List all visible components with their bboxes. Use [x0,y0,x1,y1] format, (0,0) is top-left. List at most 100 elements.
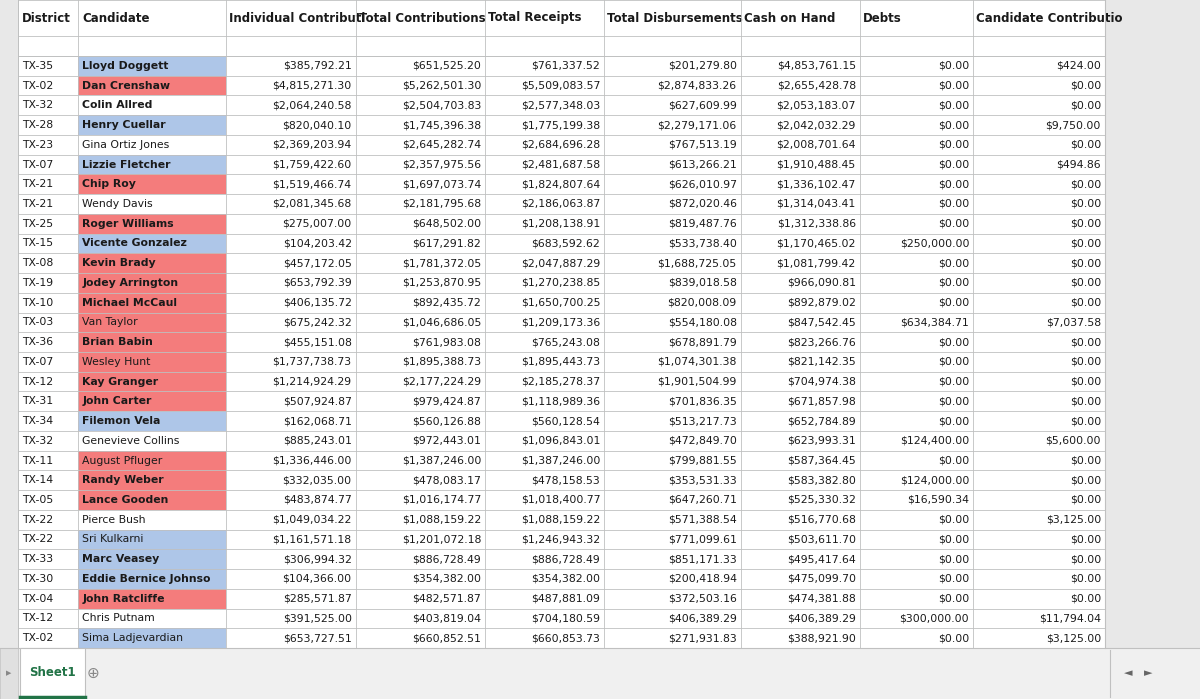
Bar [78,549,226,569]
Bar [78,372,226,391]
Text: $478,158.53: $478,158.53 [532,475,600,485]
Text: $771,099.61: $771,099.61 [668,535,737,545]
Text: $1,387,246.00: $1,387,246.00 [521,456,600,466]
Text: $1,745,396.38: $1,745,396.38 [402,120,481,130]
Text: $626,010.97: $626,010.97 [667,179,737,189]
Text: TX-22: TX-22 [22,514,53,525]
Text: $1,688,725.05: $1,688,725.05 [658,258,737,268]
Bar [0,648,18,699]
Bar [78,391,226,411]
Text: Sheet1: Sheet1 [29,666,76,679]
Text: $1,314,043.41: $1,314,043.41 [776,199,856,209]
Text: $2,186,063.87: $2,186,063.87 [521,199,600,209]
Text: $391,525.00: $391,525.00 [283,614,352,624]
Text: Henry Cuellar: Henry Cuellar [82,120,166,130]
Text: $1,046,686.05: $1,046,686.05 [402,317,481,327]
Bar [78,115,226,135]
Text: $671,857.98: $671,857.98 [787,396,856,406]
Text: District: District [22,11,71,24]
Text: $406,135.72: $406,135.72 [283,298,352,308]
Text: $0.00: $0.00 [1069,238,1102,248]
Text: Chris Putnam: Chris Putnam [82,614,155,624]
Text: $2,481,687.58: $2,481,687.58 [521,159,600,170]
Text: TX-25: TX-25 [22,219,53,229]
Text: $1,088,159.22: $1,088,159.22 [521,514,600,525]
Bar [78,510,226,530]
Text: $487,881.09: $487,881.09 [532,593,600,604]
Text: $2,042,032.29: $2,042,032.29 [776,120,856,130]
Text: $1,910,488.45: $1,910,488.45 [776,159,856,170]
Text: $0.00: $0.00 [1069,101,1102,110]
Text: $2,357,975.56: $2,357,975.56 [402,159,481,170]
Text: $372,503.16: $372,503.16 [668,593,737,604]
Text: $2,279,171.06: $2,279,171.06 [658,120,737,130]
Bar [78,490,226,510]
Text: $1,895,443.73: $1,895,443.73 [521,357,600,367]
Bar [740,0,860,36]
Text: $648,502.00: $648,502.00 [412,219,481,229]
Text: $0.00: $0.00 [1069,535,1102,545]
Text: $560,128.54: $560,128.54 [532,416,600,426]
Text: Lloyd Doggett: Lloyd Doggett [82,61,168,71]
Bar [78,470,226,490]
Text: Dan Crenshaw: Dan Crenshaw [82,80,170,91]
Text: $124,400.00: $124,400.00 [900,435,970,446]
Text: $0.00: $0.00 [938,337,970,347]
Text: TX-05: TX-05 [22,495,53,505]
Text: TX-34: TX-34 [22,416,53,426]
Text: Individual Contributi: Individual Contributi [229,11,366,24]
Text: $1,214,924.29: $1,214,924.29 [272,377,352,387]
Text: $201,279.80: $201,279.80 [667,61,737,71]
Text: $1,270,238.85: $1,270,238.85 [521,278,600,288]
Text: $0.00: $0.00 [1069,357,1102,367]
Text: $1,161,571.18: $1,161,571.18 [272,535,352,545]
Text: Lizzie Fletcher: Lizzie Fletcher [82,159,170,170]
Text: $285,571.87: $285,571.87 [283,593,352,604]
Text: $651,525.20: $651,525.20 [413,61,481,71]
Text: $2,064,240.58: $2,064,240.58 [272,101,352,110]
Text: $1,901,504.99: $1,901,504.99 [658,377,737,387]
Text: Sima Ladjevardian: Sima Ladjevardian [82,633,184,643]
Text: Colin Allred: Colin Allred [82,101,152,110]
Bar [605,0,740,36]
Text: ▶: ▶ [6,670,12,677]
Text: $683,592.62: $683,592.62 [532,238,600,248]
Text: $0.00: $0.00 [938,633,970,643]
Text: $0.00: $0.00 [938,61,970,71]
Text: $0.00: $0.00 [938,278,970,288]
Text: $1,336,102.47: $1,336,102.47 [776,179,856,189]
Text: $495,417.64: $495,417.64 [787,554,856,564]
Text: $1,246,943.32: $1,246,943.32 [521,535,600,545]
Text: TX-28: TX-28 [22,120,53,130]
Text: $1,697,073.74: $1,697,073.74 [402,179,481,189]
Text: $623,993.31: $623,993.31 [787,435,856,446]
Text: Marc Veasey: Marc Veasey [82,554,160,564]
Text: $2,577,348.03: $2,577,348.03 [521,101,600,110]
Text: Wendy Davis: Wendy Davis [82,199,152,209]
Text: $1,170,465.02: $1,170,465.02 [776,238,856,248]
Text: $483,874.77: $483,874.77 [283,495,352,505]
Text: $0.00: $0.00 [1069,219,1102,229]
Text: $820,040.10: $820,040.10 [282,120,352,130]
Text: $571,388.54: $571,388.54 [668,514,737,525]
Text: $0.00: $0.00 [1069,396,1102,406]
Text: $0.00: $0.00 [938,219,970,229]
Text: $0.00: $0.00 [1069,416,1102,426]
Text: Roger Williams: Roger Williams [82,219,174,229]
Text: TX-23: TX-23 [22,140,53,150]
Text: $872,020.46: $872,020.46 [667,199,737,209]
Text: $0.00: $0.00 [1069,593,1102,604]
Text: $0.00: $0.00 [1069,337,1102,347]
Text: TX-07: TX-07 [22,357,53,367]
Text: Chip Roy: Chip Roy [82,179,136,189]
Text: $587,364.45: $587,364.45 [787,456,856,466]
Text: $162,068.71: $162,068.71 [283,416,352,426]
Text: $4,815,271.30: $4,815,271.30 [272,80,352,91]
Text: $0.00: $0.00 [938,514,970,525]
Text: TX-36: TX-36 [22,337,53,347]
Text: $979,424.87: $979,424.87 [413,396,481,406]
Text: TX-02: TX-02 [22,80,53,91]
Text: $16,590.34: $16,590.34 [907,495,970,505]
Text: $0.00: $0.00 [1069,298,1102,308]
Text: $761,983.08: $761,983.08 [413,337,481,347]
